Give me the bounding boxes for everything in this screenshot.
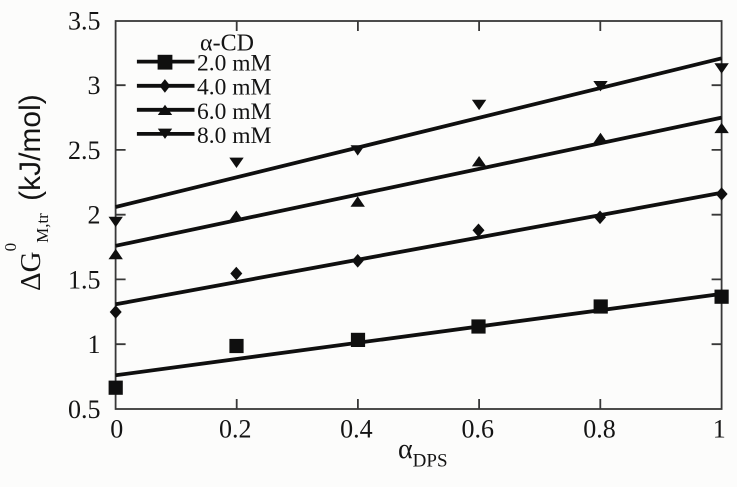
svg-text:1.5: 1.5: [68, 265, 101, 294]
svg-text:8.0 mM: 8.0 mM: [197, 123, 272, 149]
svg-text:2.0 mM: 2.0 mM: [197, 51, 272, 77]
svg-text:0.8: 0.8: [583, 415, 616, 444]
svg-text:3: 3: [88, 71, 101, 100]
svg-text:α-CD: α-CD: [200, 31, 254, 57]
svg-text:1: 1: [713, 415, 726, 444]
svg-text:4.0 mM: 4.0 mM: [197, 75, 272, 101]
svg-text:3.5: 3.5: [68, 7, 101, 36]
svg-text:0.5: 0.5: [68, 395, 101, 424]
svg-text:1: 1: [88, 330, 101, 359]
svg-text:0.2: 0.2: [219, 415, 252, 444]
svg-text:2.5: 2.5: [68, 136, 101, 165]
svg-text:0.4: 0.4: [340, 415, 373, 444]
svg-text:6.0 mM: 6.0 mM: [197, 99, 272, 125]
svg-text:0.6: 0.6: [462, 415, 495, 444]
svg-text:0: 0: [110, 415, 123, 444]
svg-text:2: 2: [88, 201, 101, 230]
